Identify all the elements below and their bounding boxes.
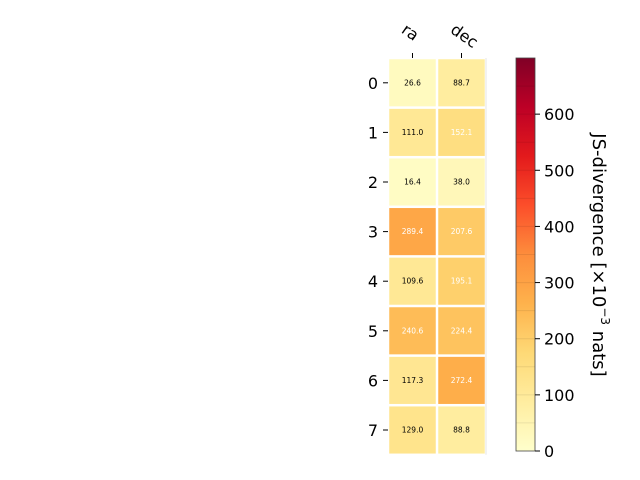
colorbar-tick-label-300: 300 <box>544 274 575 293</box>
column-label-dec: dec <box>447 20 481 52</box>
cell-value-label-dec-7: 88.8 <box>453 426 470 435</box>
row-label-4: 4 <box>368 272 378 291</box>
heatmap-cell-dec-6 <box>438 356 485 404</box>
row-label-6: 6 <box>368 371 378 390</box>
cell-value-label-ra-2: 16.4 <box>404 178 421 187</box>
colorbar-tick-label-200: 200 <box>544 330 575 349</box>
heatmap-cell-dec-2 <box>438 158 485 206</box>
colorbar-label: JS-divergence [×10−3 nats] <box>588 132 612 376</box>
row-label-0: 0 <box>368 74 378 93</box>
row-label-1: 1 <box>368 123 378 142</box>
column-labels: ra dec <box>398 20 482 58</box>
cell-value-label-ra-0: 26.6 <box>404 78 421 87</box>
heatmap-cell-dec-3 <box>438 208 485 256</box>
cell-value-label-dec-0: 88.7 <box>453 78 470 87</box>
cell-value-label-ra-5: 240.6 <box>402 326 424 335</box>
heatmap-cell-dec-5 <box>438 307 485 355</box>
heatmap-cell-dec-1 <box>438 108 485 156</box>
heatmap-cell-ra-0 <box>389 59 436 107</box>
colorbar-frame <box>515 57 536 452</box>
colorbar-label-exponent: −3 <box>598 307 612 325</box>
colorbar-gradient <box>516 58 535 451</box>
heatmap-cell-dec-0 <box>438 59 485 107</box>
row-labels: 0 1 2 3 4 5 6 7 <box>368 74 388 440</box>
heatmap: 26.6 88.7 111.0 152.1 16.4 38.0 289.4 207.6 109.… <box>389 58 487 455</box>
cell-value-label-ra-4: 109.6 <box>402 277 424 286</box>
heatmap-cell-ra-4 <box>389 257 436 305</box>
heatmap-cell-dec-7 <box>438 406 485 454</box>
colorbar-tick-label-400: 400 <box>544 217 575 236</box>
cell-value-label-dec-6: 272.4 <box>451 376 473 385</box>
colorbar-tick-label-600: 600 <box>544 105 575 124</box>
row-label-2: 2 <box>368 173 378 192</box>
cell-value-label-dec-2: 38.0 <box>453 178 470 187</box>
colorbar-tick-label-100: 100 <box>544 386 575 405</box>
cell-value-label-dec-1: 152.1 <box>451 128 473 137</box>
row-label-3: 3 <box>368 223 378 242</box>
cell-value-label-ra-1: 111.0 <box>402 128 424 137</box>
colorbar-tick-label-500: 500 <box>544 161 575 180</box>
cell-value-label-dec-3: 207.6 <box>451 227 473 236</box>
colorbar-label-main: JS-divergence [×10 <box>588 132 609 307</box>
heatmap-cell-ra-3 <box>389 208 436 256</box>
column-label-ra: ra <box>398 20 422 45</box>
heatmap-cell-ra-7 <box>389 406 436 454</box>
cell-value-label-dec-4: 195.1 <box>451 277 473 286</box>
heatmap-cell-ra-2 <box>389 158 436 206</box>
cell-value-label-dec-5: 224.4 <box>451 326 473 335</box>
row-label-5: 5 <box>368 322 378 341</box>
colorbar-tick-label-0: 0 <box>544 442 554 461</box>
row-label-7: 7 <box>368 421 378 440</box>
heatmap-cell-dec-4 <box>438 257 485 305</box>
colorbar: 0 100 200 300 400 500 600 <box>515 57 575 461</box>
heatmap-cell-ra-1 <box>389 108 436 156</box>
heatmap-cell-ra-6 <box>389 356 436 404</box>
cell-value-label-ra-7: 129.0 <box>402 426 424 435</box>
cell-value-label-ra-6: 117.3 <box>402 376 424 385</box>
colorbar-label-suffix: nats] <box>588 325 609 377</box>
cell-value-label-ra-3: 289.4 <box>402 227 424 236</box>
heatmap-cell-ra-5 <box>389 307 436 355</box>
